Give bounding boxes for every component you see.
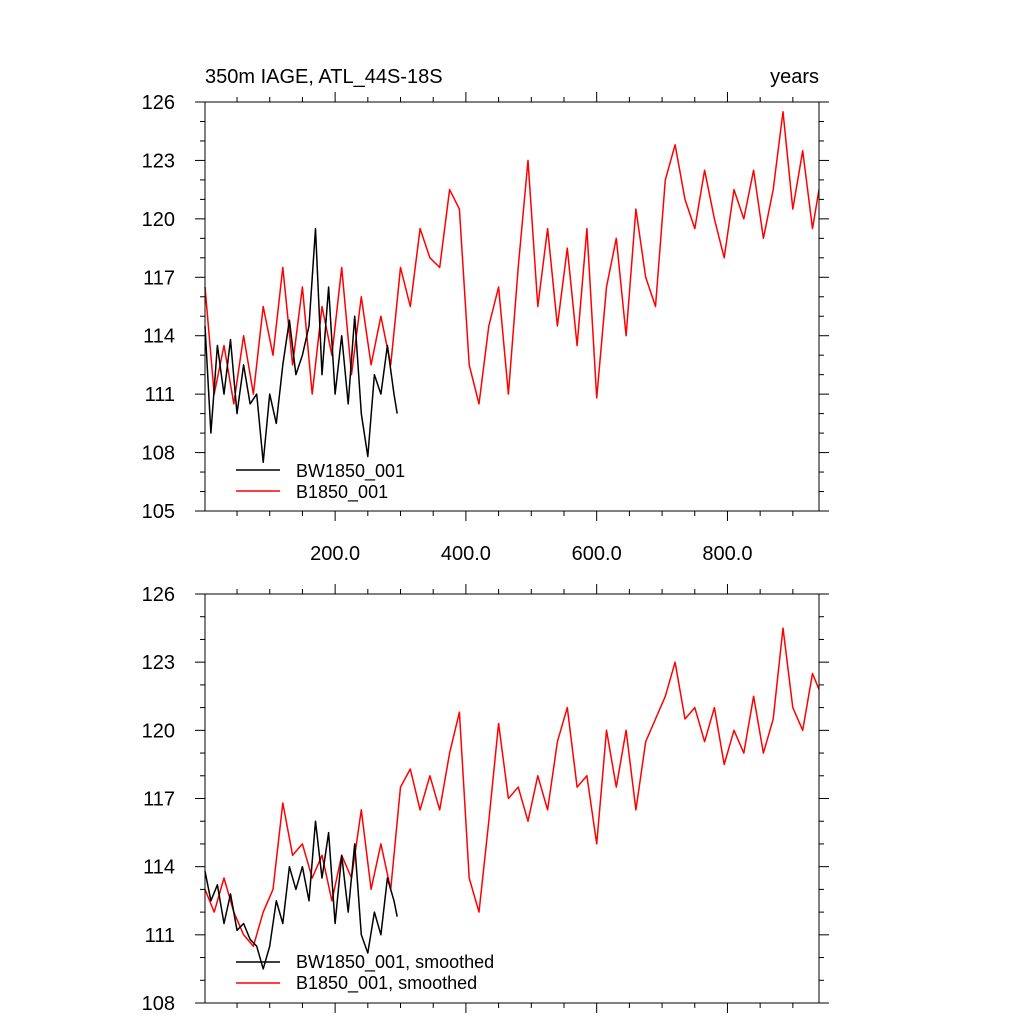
y-tick-label: 108 [142,443,175,465]
y-tick-label: 108 [142,993,175,1015]
top-panel: 350m IAGE, ATL_44S-18S years 105 108 111 11… [142,66,829,565]
y-tick-label: 120 [142,720,175,742]
plot-frame [204,101,820,512]
series-line-b1850-001 [204,110,820,405]
y-tick-label: 123 [142,150,175,172]
series-line-b1850-001-smoothed [204,627,820,947]
y-tick-label: 105 [142,501,175,523]
legend: BW1850_001 B1850_001 [236,461,405,503]
series-line-bw1850-001-smoothed [204,820,398,970]
y-tick-label: 114 [143,326,175,348]
x-tick-label: 800.0 [702,543,752,565]
y-tick-label: 111 [145,925,175,947]
y-tick-label: 126 [142,584,175,606]
plot-frame [204,593,820,1004]
y-tick-label: 123 [142,652,175,674]
panel-title: 350m IAGE, ATL_44S-18S [205,66,443,88]
x-tick-label: 200.0 [310,543,360,565]
y-tick-label: 120 [142,209,175,231]
x-tick-label: 600.0 [572,543,622,565]
y-tick-label: 126 [142,92,175,114]
bottom-panel: 108 111 114 117 120 123 126 BW1850_001, smooth… [142,584,829,1015]
series-line-bw1850-001 [204,227,398,464]
x-tick-label: 400.0 [441,543,491,565]
y-tick-label: 114 [143,857,175,879]
legend: BW1850_001, smoothed B1850_001, smoothed [236,952,494,994]
panel-units: years [770,66,819,88]
legend-label-bw1850-smoothed: BW1850_001, smoothed [296,952,494,973]
legend-label-b1850-smoothed: B1850_001, smoothed [296,973,477,994]
y-tick-label: 111 [145,384,175,406]
legend-label-b1850: B1850_001 [296,482,388,503]
y-tick-label: 117 [143,789,175,811]
y-tick-label: 117 [143,267,175,289]
legend-label-bw1850: BW1850_001 [296,461,405,482]
